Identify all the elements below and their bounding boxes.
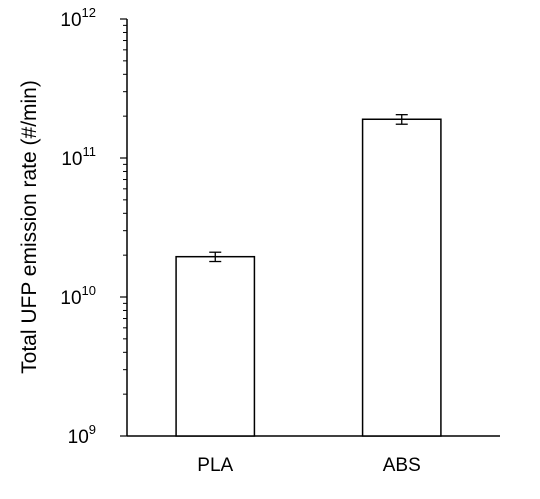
- x-tick-label-abs: ABS: [383, 455, 421, 476]
- y-tick-label: 1012: [60, 5, 96, 31]
- y-tick-label-exponent: 9: [89, 422, 96, 437]
- y-tick-label: 1011: [61, 144, 96, 170]
- y-ticks: [120, 18, 127, 437]
- y-tick-label-exponent: 11: [83, 144, 97, 159]
- error-bars: [209, 114, 408, 263]
- y-tick-label-base: 10: [60, 10, 81, 31]
- y-tick-label-base: 10: [61, 149, 82, 170]
- bar-abs: [361, 118, 442, 437]
- x-tick-label-pla: PLA: [197, 455, 233, 476]
- y-tick-label: 1010: [60, 283, 96, 309]
- y-tick-label-exponent: 12: [82, 5, 96, 20]
- y-tick-label-base: 10: [60, 288, 81, 309]
- y-axis-label: Total UFP emission rate (#/min): [18, 80, 41, 374]
- bar-pla: [175, 255, 256, 437]
- y-tick-label: 109: [68, 422, 96, 448]
- y-tick-label-exponent: 10: [82, 283, 96, 298]
- x-tick-labels: PLA ABS: [197, 455, 420, 476]
- y-tick-label-base: 10: [68, 427, 89, 448]
- bars: [175, 118, 442, 437]
